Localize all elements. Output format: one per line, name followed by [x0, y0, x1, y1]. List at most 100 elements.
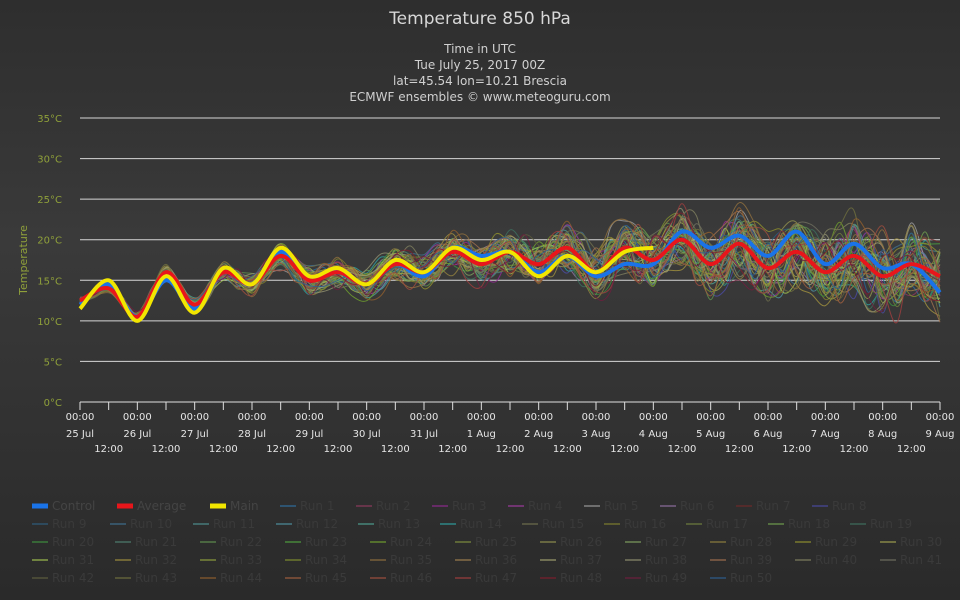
- x-tick-label-date: 30 Jul: [353, 429, 381, 440]
- legend-item[interactable]: Run 10: [110, 517, 172, 531]
- y-axis-ticks: 0°C 5°C 10°C 15°C 20°C 25°C 30°C 35°C: [37, 114, 62, 409]
- legend-item[interactable]: Run 46: [370, 571, 432, 585]
- legend-item[interactable]: Run 29: [795, 535, 857, 549]
- legend-item[interactable]: Run 39: [710, 553, 772, 567]
- x-tick-label-date: 27 Jul: [181, 429, 209, 440]
- legend-item[interactable]: Run 44: [200, 571, 262, 585]
- legend-item[interactable]: Run 11: [193, 517, 255, 531]
- legend-label: Run 47: [475, 571, 517, 585]
- x-tick-label-date: 31 Jul: [410, 429, 438, 440]
- legend-item[interactable]: Run 49: [625, 571, 687, 585]
- legend-item[interactable]: Run 37: [540, 553, 602, 567]
- x-tick-label-date: 7 Aug: [811, 429, 840, 440]
- legend-item[interactable]: Run 36: [455, 553, 517, 567]
- legend-label: Run 6: [680, 499, 714, 513]
- x-tick-label-time: 00:00: [582, 412, 611, 423]
- legend-item[interactable]: Main: [210, 499, 259, 513]
- legend-label: Run 49: [645, 571, 687, 585]
- legend-item[interactable]: Run 40: [795, 553, 857, 567]
- legend-label: Run 8: [832, 499, 866, 513]
- legend-item[interactable]: Run 35: [370, 553, 432, 567]
- legend-label: Run 16: [624, 517, 666, 531]
- legend-item[interactable]: Control: [32, 499, 95, 513]
- legend-item[interactable]: Run 7: [736, 499, 790, 513]
- legend-item[interactable]: Run 28: [710, 535, 772, 549]
- legend-item[interactable]: Run 8: [812, 499, 866, 513]
- legend-item[interactable]: Run 32: [115, 553, 177, 567]
- x-tick-label-date: 8 Aug: [868, 429, 897, 440]
- legend-label: Run 22: [220, 535, 262, 549]
- legend-item[interactable]: Run 4: [508, 499, 562, 513]
- x-tick-label-time: 00:00: [123, 412, 152, 423]
- legend-item[interactable]: Run 42: [32, 571, 94, 585]
- legend-item[interactable]: Run 20: [32, 535, 94, 549]
- x-axis: 12:00 12:00 12:00 12:00 12:00 12:00 12:00 12:00…: [66, 401, 955, 455]
- legend-item[interactable]: Run 47: [455, 571, 517, 585]
- chart-title: Temperature 850 hPa: [388, 9, 571, 29]
- legend-label: Run 5: [604, 499, 638, 513]
- legend-item[interactable]: Run 48: [540, 571, 602, 585]
- x-tick-label-noon: 12:00: [152, 444, 181, 455]
- legend-item[interactable]: Run 26: [540, 535, 602, 549]
- legend-item[interactable]: Run 31: [32, 553, 94, 567]
- chart-subtitle-source: ECMWF ensembles © www.meteoguru.com: [349, 90, 610, 104]
- legend-label: Run 7: [756, 499, 790, 513]
- legend-item[interactable]: Run 45: [285, 571, 347, 585]
- legend-item[interactable]: Run 34: [285, 553, 347, 567]
- legend-item[interactable]: Run 50: [710, 571, 772, 585]
- legend-item[interactable]: Run 23: [285, 535, 347, 549]
- legend-item[interactable]: Run 1: [280, 499, 334, 513]
- x-tick-label-noon: 12:00: [209, 444, 238, 455]
- x-tick-label-noon: 12:00: [610, 444, 639, 455]
- x-tick-label-noon: 12:00: [438, 444, 467, 455]
- x-tick-label-time: 00:00: [410, 412, 439, 423]
- legend-item[interactable]: Run 38: [625, 553, 687, 567]
- x-tick-label-date: 29 Jul: [295, 429, 323, 440]
- legend-item[interactable]: Run 15: [522, 517, 584, 531]
- legend-item[interactable]: Run 17: [686, 517, 748, 531]
- legend-item[interactable]: Run 25: [455, 535, 517, 549]
- legend-item[interactable]: Run 30: [880, 535, 942, 549]
- legend-label: Run 19: [870, 517, 912, 531]
- legend-label: Run 12: [296, 517, 338, 531]
- legend-item[interactable]: Run 24: [370, 535, 432, 549]
- x-tick-label-time: 00:00: [754, 412, 783, 423]
- legend-item[interactable]: Run 3: [432, 499, 486, 513]
- legend-item[interactable]: Run 19: [850, 517, 912, 531]
- legend-label: Run 24: [390, 535, 432, 549]
- legend-label: Run 39: [730, 553, 772, 567]
- legend-item[interactable]: Average: [117, 499, 186, 513]
- legend-label: Run 11: [213, 517, 255, 531]
- legend-item[interactable]: Run 2: [356, 499, 410, 513]
- legend[interactable]: Control Average Main Run 1 Run 2 Run 3 Run 4 Ru…: [32, 499, 942, 585]
- legend-item[interactable]: Run 33: [200, 553, 262, 567]
- x-tick-label-time: 00:00: [524, 412, 553, 423]
- legend-label: Run 4: [528, 499, 562, 513]
- legend-item[interactable]: Run 14: [440, 517, 502, 531]
- legend-item[interactable]: Run 5: [584, 499, 638, 513]
- legend-item[interactable]: Run 6: [660, 499, 714, 513]
- legend-item[interactable]: Run 22: [200, 535, 262, 549]
- legend-item[interactable]: Run 16: [604, 517, 666, 531]
- legend-label: Run 32: [135, 553, 177, 567]
- x-tick-label-time: 00:00: [238, 412, 267, 423]
- x-tick-label-time: 00:00: [295, 412, 324, 423]
- legend-label: Run 48: [560, 571, 602, 585]
- x-tick-label-time: 00:00: [926, 412, 955, 423]
- legend-label: Run 35: [390, 553, 432, 567]
- y-tick-label: 5°C: [44, 357, 62, 368]
- legend-item[interactable]: Run 41: [880, 553, 942, 567]
- legend-item[interactable]: Run 21: [115, 535, 177, 549]
- legend-item[interactable]: Run 13: [358, 517, 420, 531]
- legend-item[interactable]: Run 12: [276, 517, 338, 531]
- legend-label: Run 41: [900, 553, 942, 567]
- x-tick-label-time: 00:00: [811, 412, 840, 423]
- x-tick-label-date: 1 Aug: [467, 429, 496, 440]
- legend-item[interactable]: Run 43: [115, 571, 177, 585]
- legend-item[interactable]: Run 18: [768, 517, 830, 531]
- legend-item[interactable]: Run 9: [32, 517, 86, 531]
- ensemble-run-line: [79, 214, 941, 317]
- legend-label: Run 44: [220, 571, 262, 585]
- legend-label: Run 17: [706, 517, 748, 531]
- legend-item[interactable]: Run 27: [625, 535, 687, 549]
